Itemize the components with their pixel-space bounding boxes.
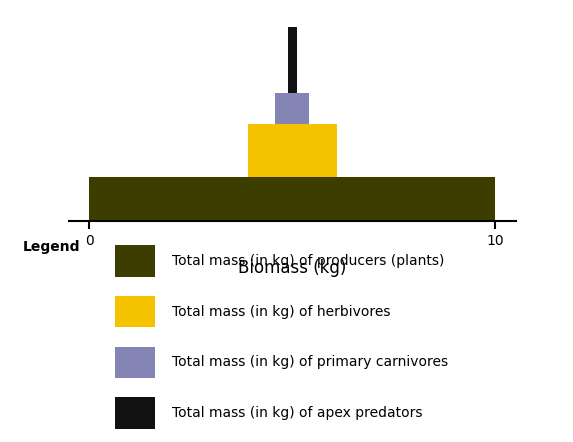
Bar [288,27,297,93]
Text: Total mass (in kg) of herbivores: Total mass (in kg) of herbivores [172,305,390,319]
Bar [115,296,155,328]
Text: Legend: Legend [23,240,80,255]
Text: Total mass (in kg) of producers (plants): Total mass (in kg) of producers (plants) [172,254,444,267]
Bar [115,245,155,277]
Bar [89,177,496,221]
Bar [248,124,337,177]
Text: Total mass (in kg) of apex predators: Total mass (in kg) of apex predators [172,406,422,420]
Text: Total mass (in kg) of primary carnivores: Total mass (in kg) of primary carnivores [172,355,448,370]
Bar [275,93,309,124]
Bar [115,347,155,378]
Bar [115,397,155,429]
X-axis label: Biomass (kg): Biomass (kg) [238,259,347,277]
